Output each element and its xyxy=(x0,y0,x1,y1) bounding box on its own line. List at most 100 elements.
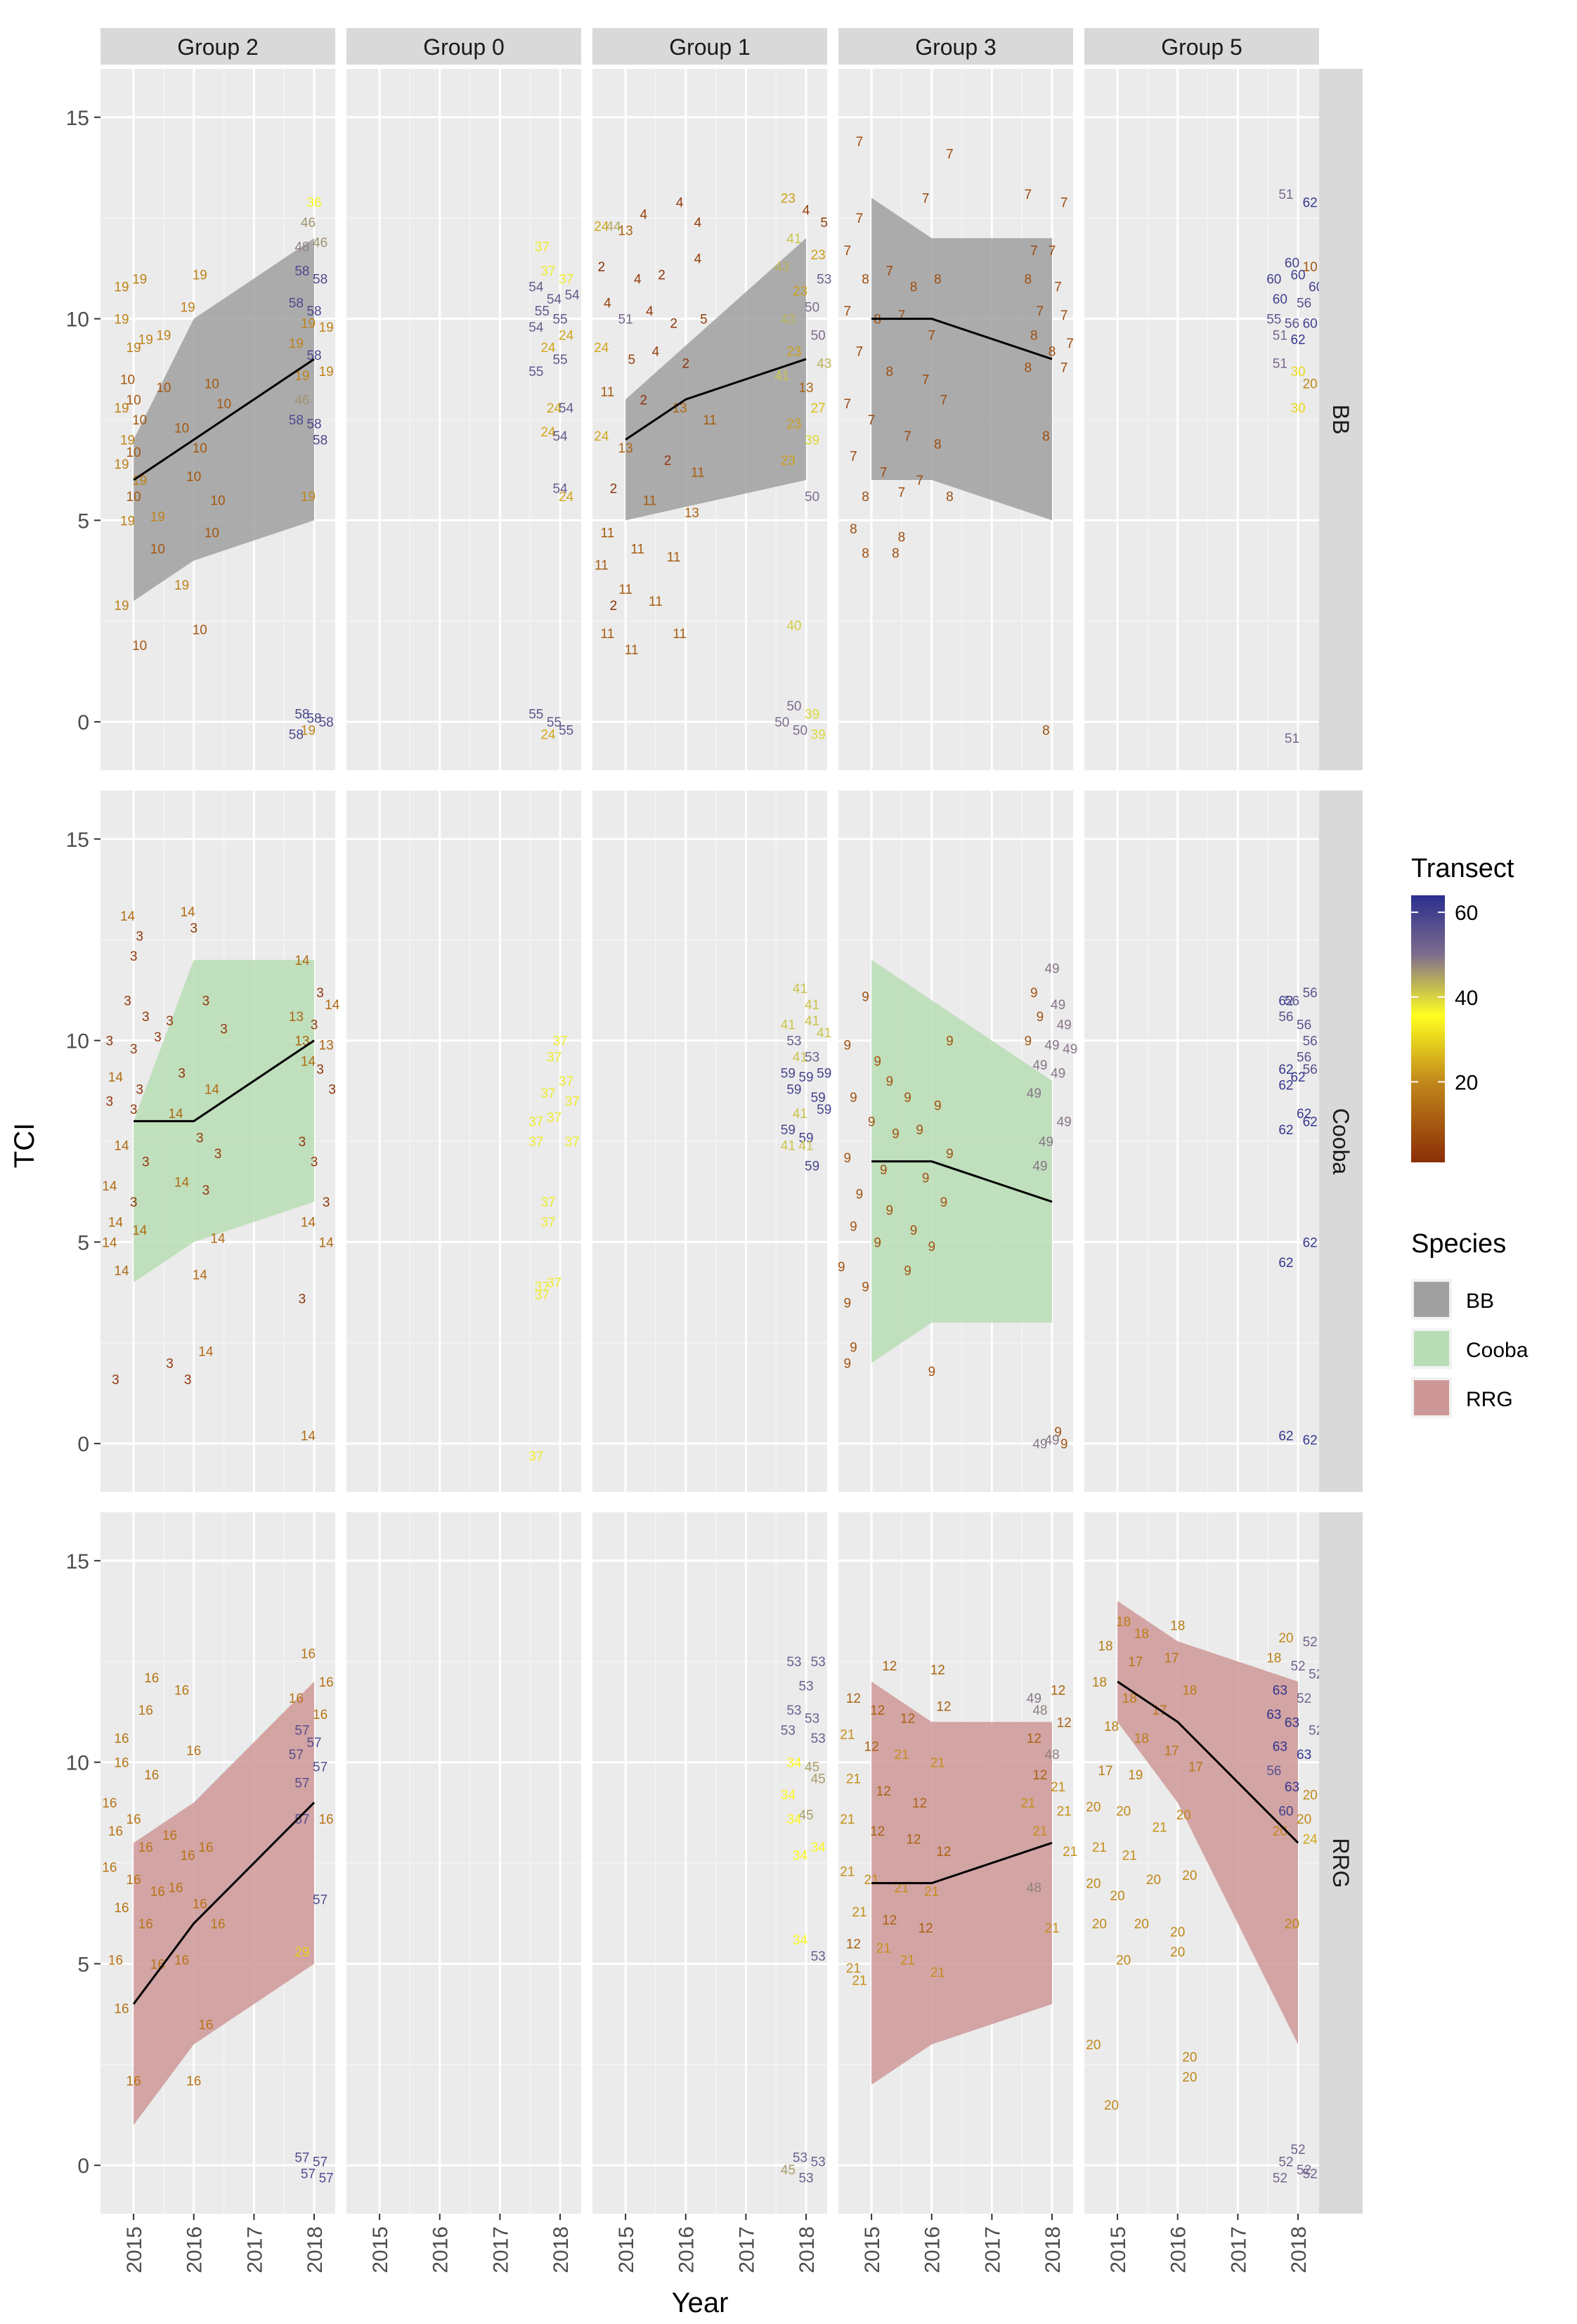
transect-point: 57 xyxy=(313,1760,327,1774)
transect-point: 8 xyxy=(862,546,869,561)
transect-point: 16 xyxy=(126,1873,141,1888)
transect-point: 20 xyxy=(1297,1812,1311,1827)
transect-point: 8 xyxy=(910,280,918,295)
legend-species: Species BB Cooba RRG xyxy=(1411,1229,1529,1418)
transect-point: 12 xyxy=(919,1921,933,1936)
transect-point: 51 xyxy=(1273,329,1287,344)
transect-point: 23 xyxy=(793,284,807,299)
y-tick-label: 0 xyxy=(77,1433,89,1456)
transect-point: 54 xyxy=(552,482,568,497)
transect-point: 23 xyxy=(781,192,796,207)
species-ribbon xyxy=(134,1681,315,2125)
transect-point: 62 xyxy=(1303,195,1318,210)
transect-point: 62 xyxy=(1297,1107,1311,1122)
trend-line xyxy=(134,1039,315,1122)
transect-point: 4 xyxy=(803,204,810,219)
transect-point: 54 xyxy=(528,280,544,295)
transect-point: 59 xyxy=(786,1082,801,1097)
transect-point: 41 xyxy=(793,1107,807,1122)
transect-point: 10 xyxy=(205,526,219,541)
transect-point: 54 xyxy=(547,292,562,307)
panel-rrg-group-3: 12 12121212122112212121121221121212212121… xyxy=(838,1512,1077,2214)
transect-point: 8 xyxy=(1030,329,1038,344)
transect-point: 58 xyxy=(306,417,321,432)
transect-point: 3 xyxy=(154,1030,162,1045)
transect-point: 5 xyxy=(700,313,708,327)
transect-point: 12 xyxy=(870,1824,885,1839)
transect-point: 7 xyxy=(886,264,894,279)
transect-point: 12 xyxy=(846,1692,861,1706)
transect-point: 3 xyxy=(214,1147,222,1162)
transect-point: 9 xyxy=(922,1171,930,1186)
y-tick-label: 5 xyxy=(77,1953,89,1976)
trend-line xyxy=(871,1160,1053,1203)
column-strip xyxy=(346,28,581,65)
transect-point: 63 xyxy=(1297,1748,1311,1763)
row-strip-label: RRG xyxy=(1328,1838,1354,1888)
transect-point: 16 xyxy=(102,1861,117,1876)
transect-point: 57 xyxy=(301,2167,316,2182)
transect-point: 57 xyxy=(289,1748,304,1763)
transect-point: 11 xyxy=(625,643,639,658)
transect-point: 8 xyxy=(934,437,942,452)
transect-point: 41 xyxy=(793,1051,807,1065)
transect-point: 53 xyxy=(786,1655,801,1670)
transect-point: 19 xyxy=(294,369,309,384)
legend-transect-colorbar xyxy=(1411,895,1445,1162)
x-tick-label: 2016 xyxy=(429,2226,453,2273)
transect-point: 46 xyxy=(301,216,316,231)
transect-point: 63 xyxy=(1285,1780,1299,1795)
transect-point: 57 xyxy=(294,2151,309,2166)
transect-point: 3 xyxy=(202,1183,210,1198)
x-tick-label: 2015 xyxy=(615,2226,638,2273)
transect-point: 13 xyxy=(289,1010,304,1025)
transect-point: 58 xyxy=(313,272,327,287)
transect-point: 10 xyxy=(126,446,141,460)
transect-point: 8 xyxy=(1049,344,1056,359)
transect-point: 19 xyxy=(138,332,153,347)
transect-point: 53 xyxy=(781,1724,796,1739)
transect-point: 2 xyxy=(682,357,689,372)
transect-point: 19 xyxy=(120,434,135,448)
transect-point: 9 xyxy=(1060,1437,1068,1452)
transect-point: 3 xyxy=(130,1103,138,1117)
transect-point: 9 xyxy=(838,1260,845,1275)
transect-point: 30 xyxy=(1290,365,1305,379)
transect-point: 10 xyxy=(1303,260,1318,275)
transect-point: 8 xyxy=(898,530,906,545)
transect-point: 21 xyxy=(894,1881,909,1895)
transect-point: 14 xyxy=(193,1268,208,1283)
y-tick-label: 5 xyxy=(77,509,89,533)
transect-point: 34 xyxy=(786,1756,802,1771)
transect-point: 9 xyxy=(928,1365,935,1380)
transect-point: 20 xyxy=(1176,1808,1191,1823)
transect-point: 7 xyxy=(856,135,864,150)
transect-point: 7 xyxy=(1060,309,1068,323)
transect-point: 41 xyxy=(798,1139,813,1154)
transect-point: 10 xyxy=(216,397,231,412)
transect-point: 12 xyxy=(882,1659,897,1674)
transect-point: 12 xyxy=(930,1663,945,1678)
transect-point: 11 xyxy=(667,550,681,565)
transect-point: 9 xyxy=(862,1280,869,1294)
transect-point: 17 xyxy=(1164,1651,1179,1666)
transect-point: 7 xyxy=(946,147,954,162)
transect-point: 37 xyxy=(547,1276,562,1291)
transect-point: 16 xyxy=(138,1917,153,1932)
transect-point: 16 xyxy=(313,1708,327,1722)
transect-point: 20 xyxy=(1182,1869,1197,1883)
transect-point: 46 xyxy=(313,236,327,251)
transect-point: 8 xyxy=(1024,361,1032,375)
transect-point: 7 xyxy=(1060,195,1068,210)
transect-point: 23 xyxy=(811,248,826,263)
transect-point: 9 xyxy=(856,1188,864,1202)
transect-point: 5 xyxy=(628,353,635,368)
transect-point: 13 xyxy=(618,441,633,456)
transect-point: 8 xyxy=(934,272,942,287)
transect-point: 21 xyxy=(1032,1824,1047,1839)
legend-transect-ticks: 60 40 20 xyxy=(1411,902,1478,1094)
